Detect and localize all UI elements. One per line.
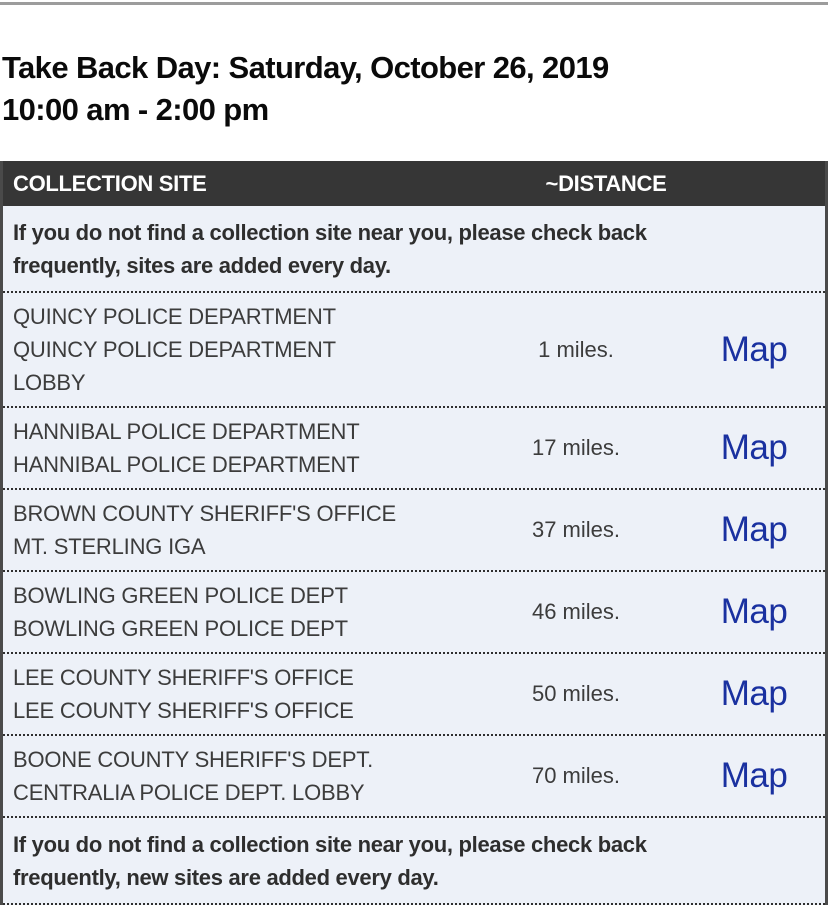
site-distance: 37 miles. xyxy=(531,517,621,542)
site-distance: 1 miles. xyxy=(538,336,614,362)
site-name: QUINCY POLICE DEPARTMENT QUINCY POLICE DE… xyxy=(3,300,469,399)
map-link[interactable]: Map xyxy=(720,329,788,369)
table-row: LEE COUNTY SHERIFF'S OFFICE LEE COUNTY SH… xyxy=(3,654,825,736)
map-link[interactable]: Map xyxy=(720,510,788,549)
site-name: BOONE COUNTY SHERIFF'S DEPT. CENTRALIA PO… xyxy=(3,743,469,809)
table-row: BOONE COUNTY SHERIFF'S DEPT. CENTRALIA PO… xyxy=(3,736,825,818)
map-link[interactable]: Map xyxy=(720,428,788,467)
site-name: LEE COUNTY SHERIFF'S OFFICE LEE COUNTY SH… xyxy=(3,661,469,727)
site-name-line: LEE COUNTY SHERIFF'S OFFICE xyxy=(13,665,354,690)
table-body: QUINCY POLICE DEPARTMENT QUINCY POLICE DE… xyxy=(3,293,825,818)
site-name: BOWLING GREEN POLICE DEPT BOWLING GREEN P… xyxy=(3,579,469,645)
site-name-line: HANNIBAL POLICE DEPARTMENT xyxy=(13,452,360,477)
page-title: Take Back Day: Saturday, October 26, 201… xyxy=(2,47,828,131)
site-name-line: BOWLING GREEN POLICE DEPT xyxy=(13,583,348,608)
notice-bottom-line-2: frequently, new sites are added every da… xyxy=(13,865,439,890)
notice-top-line-1: If you do not find a collection site nea… xyxy=(13,220,647,245)
site-name-line: QUINCY POLICE DEPARTMENT xyxy=(13,304,336,329)
column-header-distance: ~DISTANCE xyxy=(545,170,667,196)
map-link[interactable]: Map xyxy=(720,756,788,795)
map-cell: Map xyxy=(683,756,825,796)
notice-row-bottom: If you do not find a collection site nea… xyxy=(3,818,825,905)
map-cell: Map xyxy=(683,428,825,468)
site-distance: 17 miles. xyxy=(531,435,621,460)
site-name-line: MT. STERLING IGA xyxy=(13,534,206,559)
site-name: HANNIBAL POLICE DEPARTMENT HANNIBAL POLIC… xyxy=(3,415,469,481)
site-distance: 50 miles. xyxy=(531,681,621,706)
column-header-collection-site: COLLECTION SITE xyxy=(13,170,207,196)
site-name-line: BOONE COUNTY SHERIFF'S DEPT. xyxy=(13,747,374,772)
site-distance: 70 miles. xyxy=(531,763,621,788)
table-row: QUINCY POLICE DEPARTMENT QUINCY POLICE DE… xyxy=(3,293,825,408)
page-title-line-2: 10:00 am - 2:00 pm xyxy=(2,92,269,127)
notice-row-top: If you do not find a collection site nea… xyxy=(3,206,825,293)
site-name-line: CENTRALIA POLICE DEPT. LOBBY xyxy=(13,780,365,805)
table-header-row: COLLECTION SITE ~DISTANCE xyxy=(3,161,825,206)
map-link[interactable]: Map xyxy=(720,674,788,713)
collection-sites-table: COLLECTION SITE ~DISTANCE If you do not … xyxy=(0,161,828,905)
notice-bottom-line-1: If you do not find a collection site nea… xyxy=(13,832,647,857)
site-name-line: LEE COUNTY SHERIFF'S OFFICE xyxy=(13,698,354,723)
site-name-line: LOBBY xyxy=(13,370,86,395)
site-name-line: BOWLING GREEN POLICE DEPT xyxy=(13,616,348,641)
site-name-line: HANNIBAL POLICE DEPARTMENT xyxy=(13,419,360,444)
table-row: BROWN COUNTY SHERIFF'S OFFICE MT. STERLIN… xyxy=(3,490,825,572)
site-name: BROWN COUNTY SHERIFF'S OFFICE MT. STERLIN… xyxy=(3,497,469,563)
map-link[interactable]: Map xyxy=(720,592,788,631)
site-name-line: BROWN COUNTY SHERIFF'S OFFICE xyxy=(13,501,397,526)
top-divider xyxy=(0,2,828,5)
map-cell: Map xyxy=(683,510,825,550)
table-row: BOWLING GREEN POLICE DEPT BOWLING GREEN P… xyxy=(3,572,825,654)
page-title-line-1: Take Back Day: Saturday, October 26, 201… xyxy=(2,50,609,85)
site-name-line: QUINCY POLICE DEPARTMENT xyxy=(13,337,336,362)
map-cell: Map xyxy=(683,592,825,632)
table-row: HANNIBAL POLICE DEPARTMENT HANNIBAL POLIC… xyxy=(3,408,825,490)
map-cell: Map xyxy=(683,330,825,370)
site-distance: 46 miles. xyxy=(531,599,621,624)
map-cell: Map xyxy=(683,674,825,714)
notice-top-line-2: frequently, sites are added every day. xyxy=(13,253,391,278)
